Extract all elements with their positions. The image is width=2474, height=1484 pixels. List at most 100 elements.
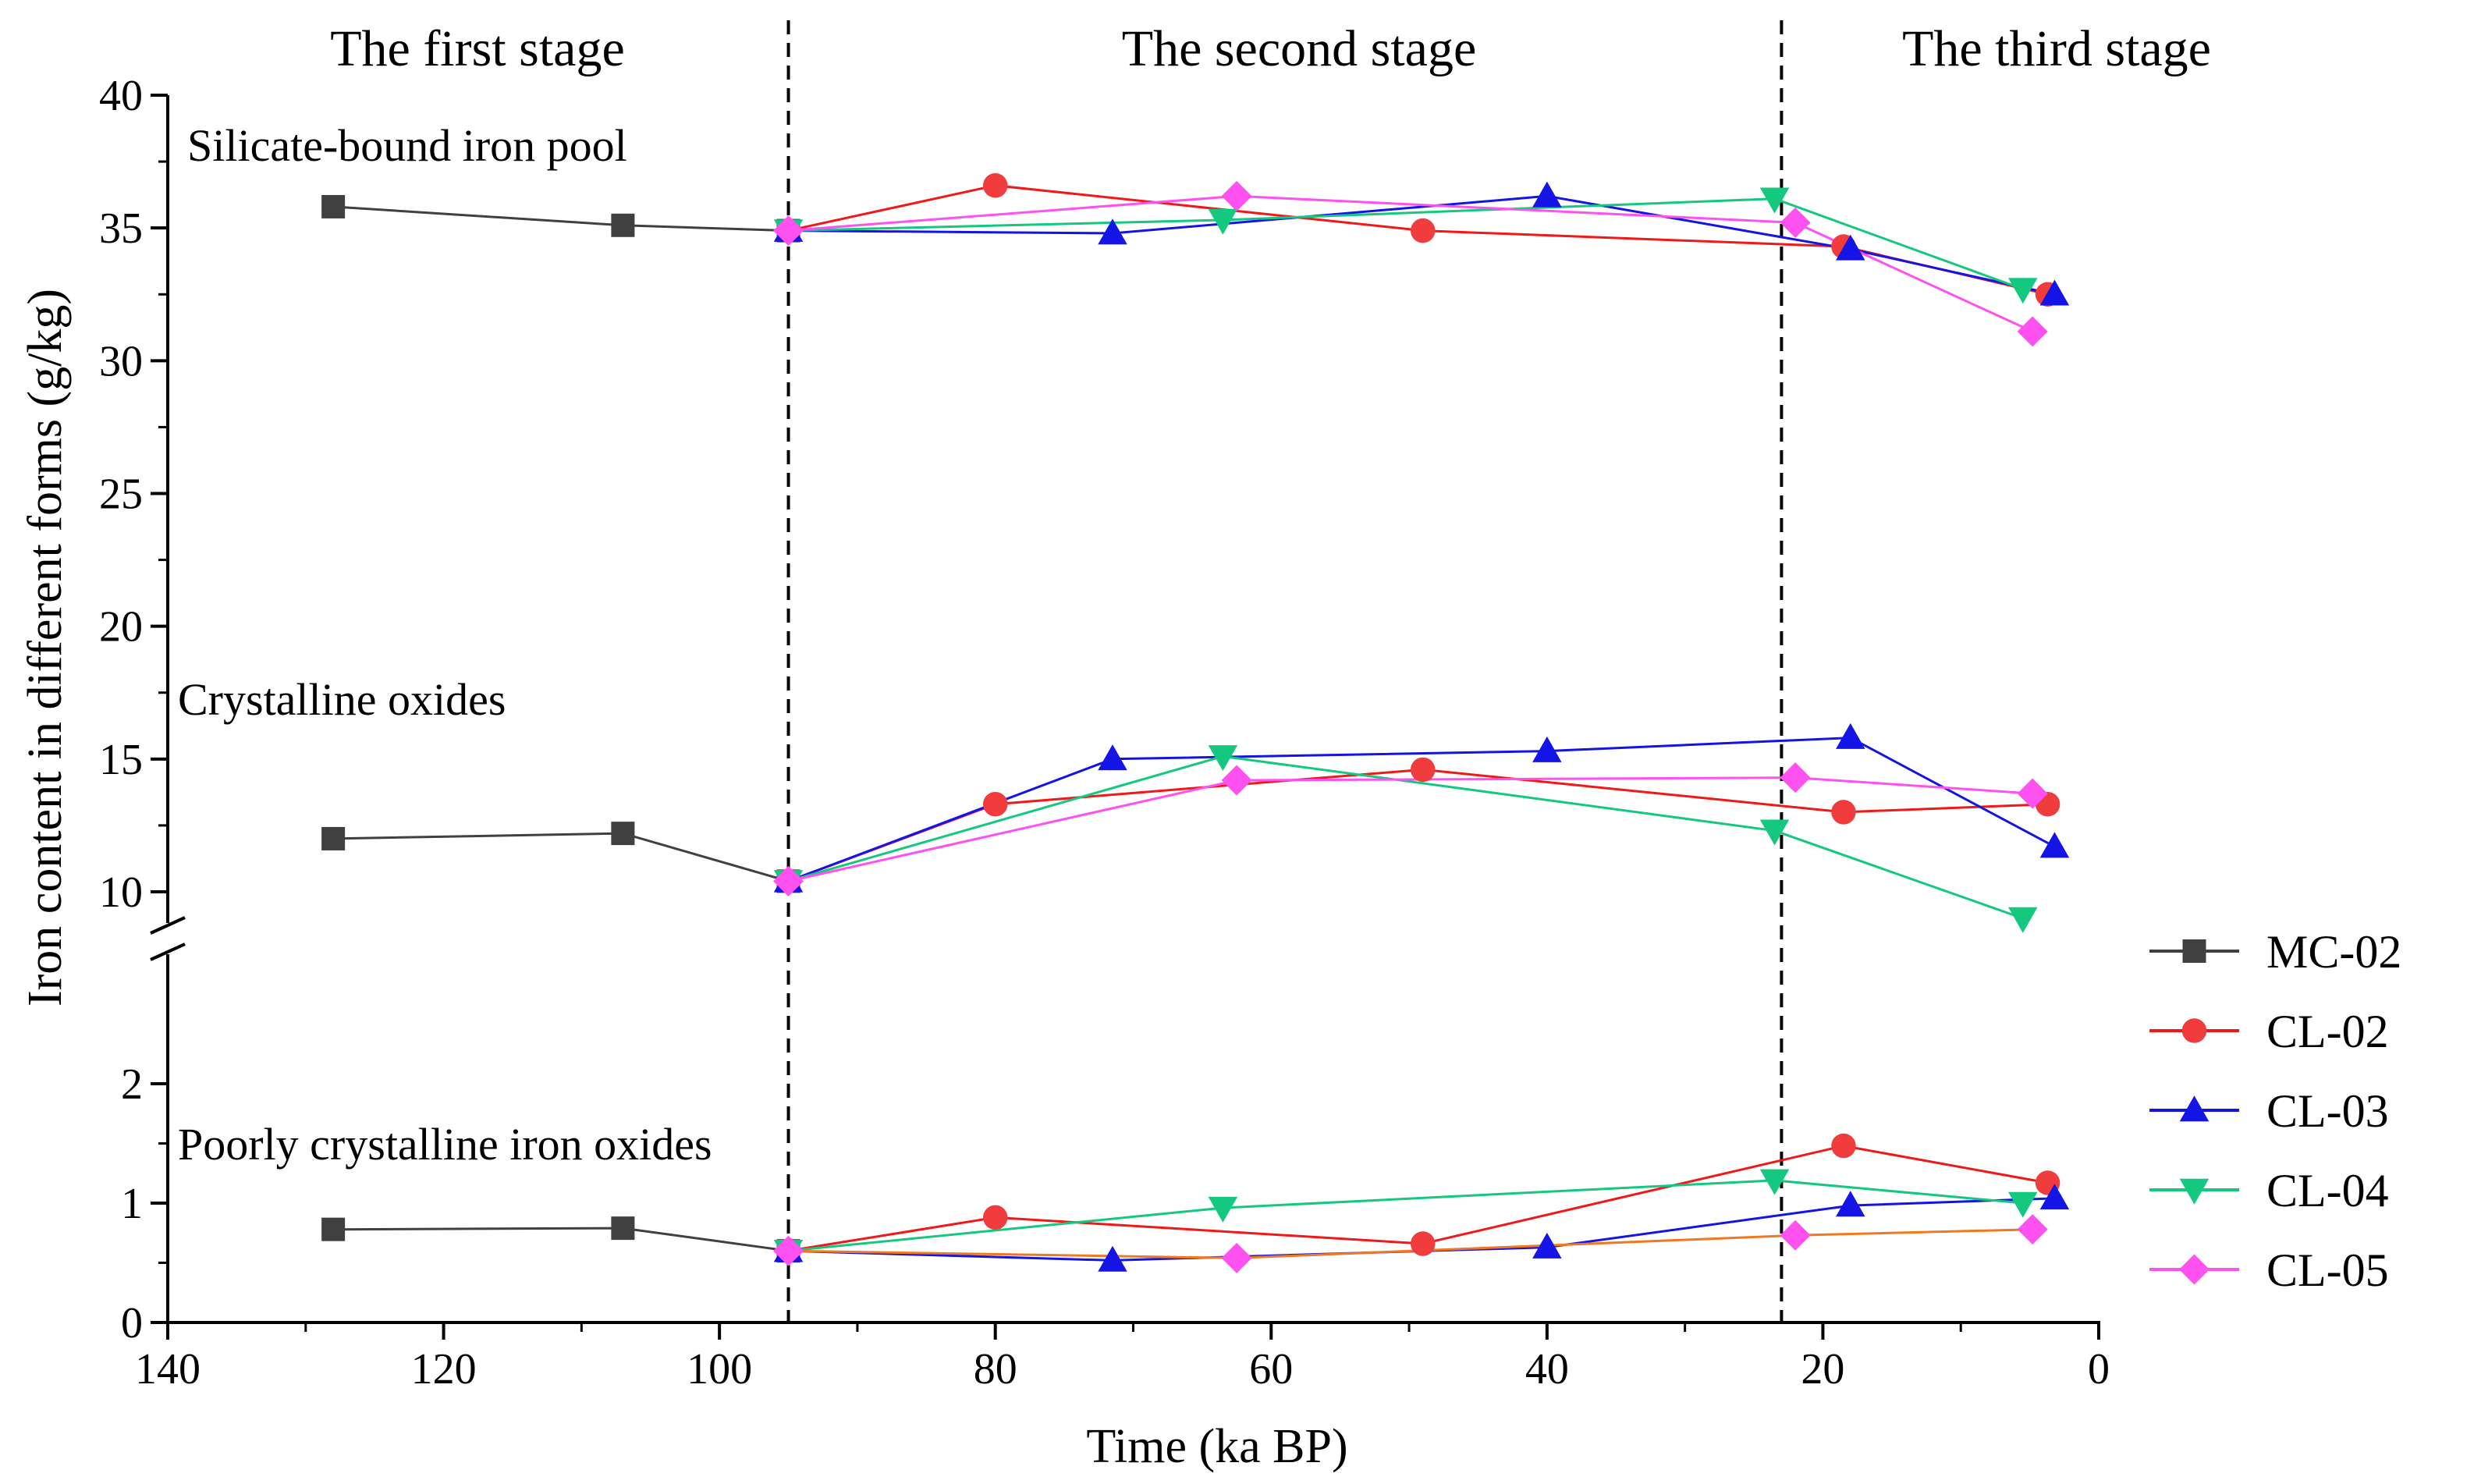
poorly-crystalline-label: Poorly crystalline iron oxides [178,1119,712,1170]
x-tick-label: 140 [135,1345,201,1393]
data-point-cl-05-silicate-2 [1780,207,1811,238]
series-line-mc-02-silicate [333,205,789,233]
legend-marker-cl-02 [2181,1018,2207,1043]
x-tick-label: 40 [1525,1345,1569,1393]
data-point-cl-03-crystalline-1 [1098,744,1127,771]
y-tick-label: 35 [99,204,143,253]
y-tick-label: 1 [121,1180,143,1228]
legend-label-cl-05: CL-05 [2266,1244,2389,1296]
data-point-mc-02-crystalline-1 [611,822,635,846]
data-point-cl-02-crystalline-3 [1831,800,1856,825]
data-point-cl-04-crystalline-1 [1208,745,1238,772]
data-point-cl-02-poorly-1 [982,1205,1008,1230]
series-line-mc-02-crystalline [333,832,789,882]
y-tick-label: 10 [99,868,143,917]
y-tick-label: 15 [99,736,143,784]
stage-label-third: The third stage [1902,20,2211,77]
x-tick-label: 120 [411,1345,477,1393]
data-point-mc-02-crystalline-0 [321,826,346,850]
legend-label-mc-02: MC-02 [2266,926,2401,978]
data-point-cl-05-silicate-1 [1221,180,1252,211]
data-point-cl-05-poorly-0 [773,1235,804,1266]
data-point-cl-02-poorly-3 [1831,1133,1856,1159]
x-tick-label: 60 [1249,1345,1293,1393]
data-point-cl-04-silicate-1 [1208,208,1238,235]
x-tick-label: 80 [974,1345,1017,1393]
data-point-cl-03-poorly-1 [1098,1245,1127,1272]
series-line-mc-02-poorly [333,1227,789,1252]
data-point-cl-03-silicate-3 [1836,234,1865,261]
data-point-cl-03-crystalline-4 [2039,832,2070,858]
x-axis-title: Time (ka BP) [1086,1420,1347,1473]
data-point-cl-02-poorly-2 [1411,1231,1436,1256]
series-line-cl-03-silicate [788,194,2055,296]
legend-marker-cl-04 [2179,1178,2210,1205]
y-tick-label: 25 [99,470,143,519]
series-line-cl-04-crystalline [788,754,2024,920]
stage-label-second: The second stage [1122,20,1477,77]
legend-marker-cl-03 [2179,1095,2210,1122]
y-tick-label: 30 [99,337,143,385]
data-point-cl-05-crystalline-2 [1780,762,1811,793]
series-line-cl-04-poorly [788,1179,2023,1252]
legend: MC-02 CL-02 CL-03 CL-04 CL-05 [2149,926,2401,1296]
data-point-cl-04-crystalline-2 [1759,819,1790,846]
y-tick-label: 0 [121,1299,143,1347]
data-point-cl-04-poorly-3 [2008,1191,2038,1218]
data-point-cl-02-silicate-2 [1411,218,1436,243]
data-point-cl-03-poorly-3 [1836,1191,1865,1217]
silicate-pool-label: Silicate-bound iron pool [187,120,627,171]
y-axis-break-mark [150,916,186,935]
series-line-cl-05-crystalline [788,776,2033,882]
legend-label-cl-04: CL-04 [2266,1165,2389,1216]
data-point-cl-05-crystalline-0 [773,865,804,896]
data-point-cl-05-crystalline-1 [1221,765,1252,796]
data-point-cl-05-silicate-0 [773,215,804,247]
data-markers-layer [321,172,2070,1273]
legend-label-cl-02: CL-02 [2266,1006,2389,1057]
data-point-cl-03-poorly-4 [2039,1184,2070,1210]
series-lines-layer [333,184,2056,1262]
series-line-cl-02-crystalline [787,768,2048,882]
y-axis-title: Iron content in different forms (g/kg) [19,289,72,1006]
data-point-cl-04-poorly-2 [1759,1169,1790,1195]
data-point-cl-02-crystalline-2 [1411,757,1436,783]
data-point-cl-05-poorly-3 [2017,1214,2048,1245]
y-tick-label: 2 [121,1060,143,1109]
data-point-cl-05-poorly-1 [1221,1242,1252,1273]
data-point-mc-02-poorly-1 [611,1216,635,1241]
data-point-cl-05-crystalline-3 [2017,778,2048,809]
data-point-cl-04-crystalline-3 [2008,907,2038,933]
data-point-cl-03-crystalline-2 [1532,736,1562,762]
data-point-cl-05-poorly-2 [1780,1220,1811,1251]
data-point-cl-04-silicate-2 [1759,187,1790,214]
x-tick-label: 100 [687,1345,752,1393]
data-point-cl-03-silicate-4 [2039,279,2070,306]
data-point-cl-04-poorly-1 [1208,1196,1238,1223]
data-point-cl-04-silicate-3 [2008,278,2038,304]
data-point-cl-03-crystalline-3 [1836,722,1865,749]
x-tick-label: 0 [2088,1345,2110,1393]
y-tick-label: 40 [99,72,143,120]
crystalline-oxides-label: Crystalline oxides [178,674,506,725]
legend-marker-cl-05 [2179,1254,2210,1285]
series-line-cl-05-poorly [788,1228,2033,1259]
y-axis-break-mark [150,943,186,961]
data-point-mc-02-silicate-1 [611,213,635,237]
data-point-cl-03-silicate-1 [1098,218,1127,245]
x-tick-label: 20 [1801,1345,1844,1393]
data-point-cl-03-silicate-2 [1532,181,1562,208]
series-line-cl-05-silicate [788,194,2033,333]
stage-label-first: The first stage [330,20,625,77]
data-point-cl-02-crystalline-1 [982,791,1008,817]
legend-marker-mc-02 [2182,939,2206,963]
data-point-mc-02-silicate-0 [321,194,346,218]
data-point-mc-02-poorly-0 [321,1217,346,1241]
y-tick-label: 20 [99,603,143,651]
legend-label-cl-03: CL-03 [2266,1085,2389,1137]
data-point-cl-03-poorly-2 [1532,1232,1562,1259]
data-point-cl-05-silicate-3 [2017,316,2048,347]
data-point-cl-02-silicate-1 [982,172,1008,198]
